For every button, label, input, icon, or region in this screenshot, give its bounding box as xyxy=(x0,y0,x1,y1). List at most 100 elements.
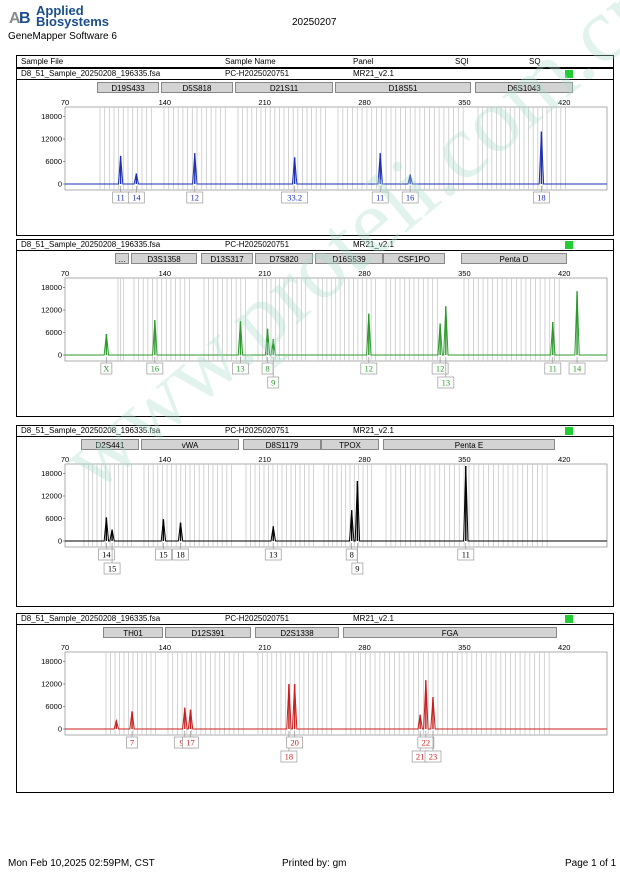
allele-call-label[interactable]: 33.2 xyxy=(281,186,308,204)
allele-call-label[interactable]: 16 xyxy=(401,186,419,204)
sq-status-indicator xyxy=(565,70,573,78)
allele-call-label[interactable]: 15 xyxy=(103,543,121,575)
y-tick-label: 0 xyxy=(58,537,62,546)
allele-call-label[interactable]: 20 xyxy=(286,731,303,749)
marker-tpox[interactable]: TPOX xyxy=(321,439,379,450)
sample-file: D8_51_Sample_20250208_196335.fsa xyxy=(21,614,161,623)
allele-call-label[interactable]: 17 xyxy=(182,731,199,749)
marker-d13s317[interactable]: D13S317 xyxy=(201,253,253,264)
electropherogram-plot: 70 140 210 280 350 420 18000 12000 6000 0 14 15 15 18… xyxy=(41,455,608,575)
applied-biosystems-logo-icon: A B xyxy=(8,8,34,26)
allele-call-label[interactable]: 18 xyxy=(172,543,189,561)
sample-file: D8_51_Sample_20250208_196335.fsa xyxy=(21,426,161,435)
allele-call-label[interactable]: 9 xyxy=(267,357,280,389)
allele-call-label[interactable]: 11 xyxy=(457,543,475,561)
x-tick-label: 140 xyxy=(159,455,172,464)
svg-text:18: 18 xyxy=(176,550,185,560)
allele-call-label[interactable]: 13 xyxy=(437,357,455,389)
allele-call-label[interactable]: 22 xyxy=(417,731,435,749)
svg-text:A: A xyxy=(9,10,21,26)
svg-text:12: 12 xyxy=(191,193,200,203)
y-tick-label: 18000 xyxy=(41,657,62,666)
allele-call-label[interactable]: 11 xyxy=(371,186,389,204)
panel-name: MR21_v2.1 xyxy=(353,614,394,623)
allele-call-label[interactable]: 12 xyxy=(186,186,204,204)
marker-d16s539[interactable]: D16S539 xyxy=(315,253,383,264)
marker-d8s1179[interactable]: D8S1179 xyxy=(243,439,321,450)
plot-frame xyxy=(64,651,608,736)
marker-pentad[interactable]: Penta D xyxy=(461,253,567,264)
allele-call-label[interactable]: 13 xyxy=(264,543,282,561)
svg-text:33.2: 33.2 xyxy=(287,193,302,203)
allele-call-label[interactable]: 11 xyxy=(112,186,129,204)
marker-d7s820[interactable]: D7S820 xyxy=(255,253,313,264)
marker-d6s1043[interactable]: D6S1043 xyxy=(475,82,573,93)
y-tick-label: 0 xyxy=(58,725,62,734)
plot-frame xyxy=(64,106,608,191)
signal-trace-black xyxy=(65,465,607,542)
marker-vwa[interactable]: vWA xyxy=(141,439,239,450)
marker-csf1po[interactable]: CSF1PO xyxy=(383,253,445,264)
allele-call-label[interactable]: 14 xyxy=(127,186,145,204)
marker-more[interactable]: ... xyxy=(115,253,129,264)
y-tick-label: 12000 xyxy=(41,306,62,315)
allele-call-label[interactable]: 16 xyxy=(146,357,164,375)
x-tick-label: 280 xyxy=(358,643,371,652)
marker-th01[interactable]: TH01 xyxy=(103,627,163,638)
allele-call-label[interactable]: 12 xyxy=(360,357,378,375)
sample-name: PC-H2025020751 xyxy=(225,240,290,249)
allele-call-label[interactable]: 23 xyxy=(424,731,442,763)
svg-text:18: 18 xyxy=(285,752,294,762)
allele-call-label[interactable]: 13 xyxy=(232,357,249,375)
svg-text:14: 14 xyxy=(132,193,141,203)
panel-sample-row: D8_51_Sample_20250208_196335.fsa PC-H2025… xyxy=(17,614,613,625)
marker-d12s391[interactable]: D12S391 xyxy=(165,627,251,638)
svg-text:9: 9 xyxy=(355,564,359,574)
sample-file: D8_51_Sample_20250208_196335.fsa xyxy=(21,69,161,78)
x-tick-label: 280 xyxy=(358,98,371,107)
marker-d18s51[interactable]: D18S51 xyxy=(335,82,471,93)
y-tick-label: 0 xyxy=(58,180,62,189)
allele-call-label[interactable]: 7 xyxy=(126,731,138,749)
sample-file: D8_51_Sample_20250208_196335.fsa xyxy=(21,240,161,249)
svg-text:16: 16 xyxy=(406,193,415,203)
marker-d5s818[interactable]: D5S818 xyxy=(161,82,233,93)
x-tick-label: 140 xyxy=(159,269,172,278)
svg-text:22: 22 xyxy=(422,738,431,748)
svg-text:20: 20 xyxy=(290,738,299,748)
allele-call-label[interactable]: 14 xyxy=(98,543,115,561)
marker-d21s11[interactable]: D21S11 xyxy=(235,82,333,93)
allele-call-label[interactable]: 9 xyxy=(351,543,364,575)
y-tick-label: 6000 xyxy=(45,328,62,337)
marker-pentae[interactable]: Penta E xyxy=(383,439,555,450)
x-tick-label: 210 xyxy=(258,455,271,464)
marker-d2s1338[interactable]: D2S1338 xyxy=(255,627,339,638)
y-tick-label: 18000 xyxy=(41,112,62,121)
svg-text:15: 15 xyxy=(159,550,168,560)
y-tick-label: 12000 xyxy=(41,135,62,144)
allele-call-label[interactable]: 8 xyxy=(345,543,358,561)
marker-d2s441[interactable]: D2S441 xyxy=(81,439,139,450)
marker-fga[interactable]: FGA xyxy=(343,627,557,638)
marker-d3s1358[interactable]: D3S1358 xyxy=(131,253,197,264)
marker-d19s433[interactable]: D19S433 xyxy=(97,82,159,93)
allele-call-label[interactable]: X xyxy=(100,357,113,375)
allele-call-label[interactable]: 15 xyxy=(155,543,172,561)
allele-call-label[interactable]: 12 xyxy=(431,357,449,375)
allele-call-label[interactable]: 14 xyxy=(568,357,586,375)
svg-text:11: 11 xyxy=(549,364,557,374)
allele-call-label[interactable]: 11 xyxy=(544,357,562,375)
svg-text:12: 12 xyxy=(436,364,445,374)
x-tick-label: 70 xyxy=(61,98,69,107)
svg-text:23: 23 xyxy=(429,752,438,762)
y-tick-label: 12000 xyxy=(41,680,62,689)
sq-status-indicator xyxy=(565,615,573,623)
dye-panel-blue: D8_51_Sample_20250208_196335.fsa PC-H2025… xyxy=(16,68,614,236)
x-tick-label: 280 xyxy=(358,269,371,278)
x-tick-label: 350 xyxy=(458,98,471,107)
plot-frame xyxy=(64,463,608,548)
x-tick-label: 350 xyxy=(458,269,471,278)
x-tick-label: 70 xyxy=(61,643,69,652)
svg-text:11: 11 xyxy=(376,193,384,203)
allele-call-label[interactable]: 18 xyxy=(533,186,550,204)
